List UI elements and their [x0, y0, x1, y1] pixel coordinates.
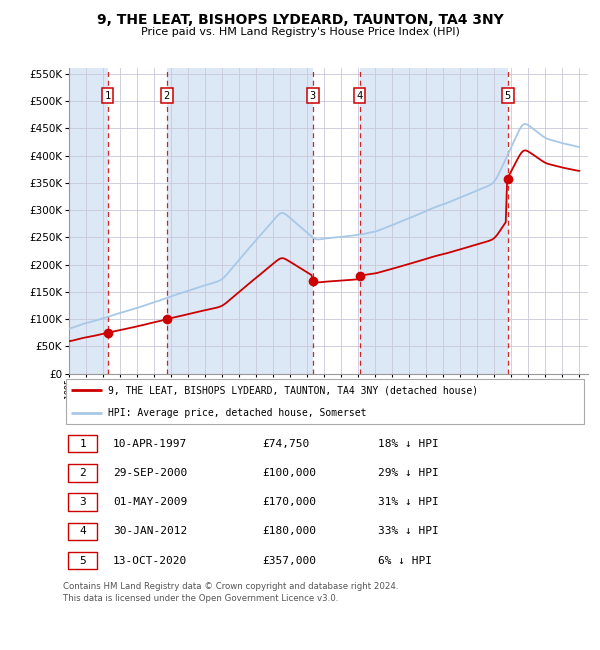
FancyBboxPatch shape: [65, 379, 584, 424]
Text: 4: 4: [79, 526, 86, 536]
Text: 3: 3: [79, 497, 86, 507]
Text: 6% ↓ HPI: 6% ↓ HPI: [378, 556, 432, 566]
Bar: [108, 68, 167, 374]
Text: 1: 1: [104, 90, 111, 101]
Text: HPI: Average price, detached house, Somerset: HPI: Average price, detached house, Some…: [107, 408, 366, 417]
Bar: [508, 68, 588, 374]
Text: 9, THE LEAT, BISHOPS LYDEARD, TAUNTON, TA4 3NY: 9, THE LEAT, BISHOPS LYDEARD, TAUNTON, T…: [97, 13, 503, 27]
Text: 10-APR-1997: 10-APR-1997: [113, 439, 187, 448]
Text: 31% ↓ HPI: 31% ↓ HPI: [378, 497, 439, 507]
Text: 29% ↓ HPI: 29% ↓ HPI: [378, 468, 439, 478]
Text: Contains HM Land Registry data © Crown copyright and database right 2024.
This d: Contains HM Land Registry data © Crown c…: [63, 582, 398, 603]
Text: 5: 5: [505, 90, 511, 101]
FancyBboxPatch shape: [68, 493, 97, 511]
Text: 30-JAN-2012: 30-JAN-2012: [113, 526, 187, 536]
Text: 29-SEP-2000: 29-SEP-2000: [113, 468, 187, 478]
Text: 18% ↓ HPI: 18% ↓ HPI: [378, 439, 439, 448]
Text: £357,000: £357,000: [263, 556, 317, 566]
Bar: [167, 68, 313, 374]
Text: 3: 3: [310, 90, 316, 101]
FancyBboxPatch shape: [68, 464, 97, 482]
Text: 01-MAY-2009: 01-MAY-2009: [113, 497, 187, 507]
Text: £74,750: £74,750: [263, 439, 310, 448]
FancyBboxPatch shape: [68, 523, 97, 540]
Text: 9, THE LEAT, BISHOPS LYDEARD, TAUNTON, TA4 3NY (detached house): 9, THE LEAT, BISHOPS LYDEARD, TAUNTON, T…: [107, 385, 478, 395]
Text: £170,000: £170,000: [263, 497, 317, 507]
Text: Price paid vs. HM Land Registry's House Price Index (HPI): Price paid vs. HM Land Registry's House …: [140, 27, 460, 37]
Text: 13-OCT-2020: 13-OCT-2020: [113, 556, 187, 566]
Text: £100,000: £100,000: [263, 468, 317, 478]
Text: 4: 4: [356, 90, 363, 101]
Text: £180,000: £180,000: [263, 526, 317, 536]
Text: 2: 2: [164, 90, 170, 101]
FancyBboxPatch shape: [68, 435, 97, 452]
FancyBboxPatch shape: [68, 552, 97, 569]
Text: 1: 1: [79, 439, 86, 448]
Bar: [313, 68, 359, 374]
Text: 5: 5: [79, 556, 86, 566]
Bar: [359, 68, 508, 374]
Bar: [69, 68, 108, 374]
Text: 33% ↓ HPI: 33% ↓ HPI: [378, 526, 439, 536]
Text: 2: 2: [79, 468, 86, 478]
